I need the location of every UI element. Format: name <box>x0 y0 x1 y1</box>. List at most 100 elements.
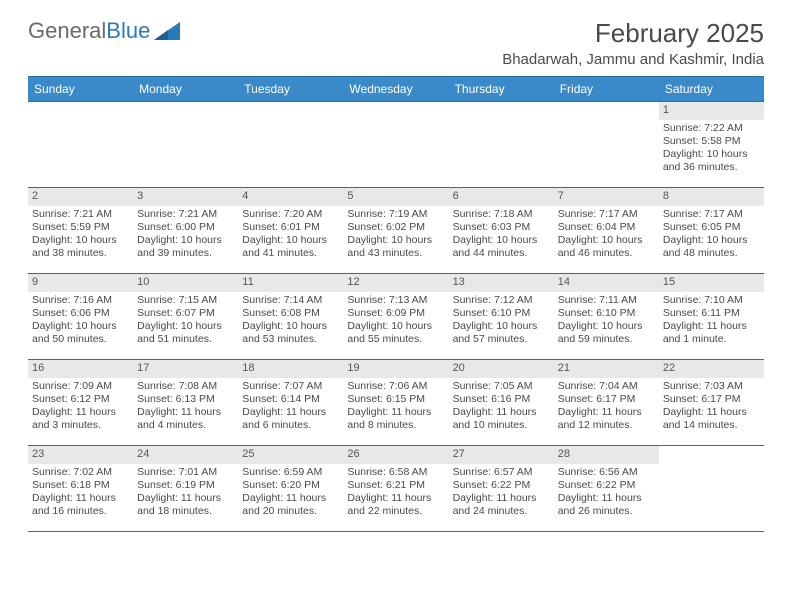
sunrise-text: Sunrise: 7:01 AM <box>137 466 234 479</box>
calendar-cell: 26Sunrise: 6:58 AMSunset: 6:21 PMDayligh… <box>343 446 448 532</box>
daylight-text: Daylight: 10 hours and 43 minutes. <box>347 234 444 260</box>
sunset-text: Sunset: 6:18 PM <box>32 479 129 492</box>
month-title: February 2025 <box>502 18 764 49</box>
calendar: Sunday Monday Tuesday Wednesday Thursday… <box>0 76 792 532</box>
day-number: 15 <box>659 274 764 292</box>
day-number: 5 <box>343 188 448 206</box>
day-number: 6 <box>449 188 554 206</box>
calendar-cell: 22Sunrise: 7:03 AMSunset: 6:17 PMDayligh… <box>659 360 764 446</box>
sunrise-text: Sunrise: 7:05 AM <box>453 380 550 393</box>
sunrise-text: Sunrise: 7:14 AM <box>242 294 339 307</box>
sunrise-text: Sunrise: 7:02 AM <box>32 466 129 479</box>
calendar-cell <box>238 102 343 188</box>
calendar-cell <box>659 446 764 532</box>
daylight-text: Daylight: 10 hours and 51 minutes. <box>137 320 234 346</box>
calendar-grid: 1Sunrise: 7:22 AMSunset: 5:58 PMDaylight… <box>28 102 764 532</box>
daylight-text: Daylight: 10 hours and 41 minutes. <box>242 234 339 260</box>
calendar-cell <box>554 102 659 188</box>
daylight-text: Daylight: 10 hours and 44 minutes. <box>453 234 550 260</box>
daylight-text: Daylight: 11 hours and 14 minutes. <box>663 406 760 432</box>
sunset-text: Sunset: 6:07 PM <box>137 307 234 320</box>
calendar-cell: 28Sunrise: 6:56 AMSunset: 6:22 PMDayligh… <box>554 446 659 532</box>
weekday-wednesday: Wednesday <box>343 77 448 101</box>
calendar-cell: 1Sunrise: 7:22 AMSunset: 5:58 PMDaylight… <box>659 102 764 188</box>
sunrise-text: Sunrise: 7:20 AM <box>242 208 339 221</box>
daylight-text: Daylight: 11 hours and 8 minutes. <box>347 406 444 432</box>
daylight-text: Daylight: 10 hours and 55 minutes. <box>347 320 444 346</box>
sunrise-text: Sunrise: 7:22 AM <box>663 122 760 135</box>
weekday-monday: Monday <box>133 77 238 101</box>
calendar-cell: 8Sunrise: 7:17 AMSunset: 6:05 PMDaylight… <box>659 188 764 274</box>
sunrise-text: Sunrise: 7:08 AM <box>137 380 234 393</box>
daylight-text: Daylight: 11 hours and 12 minutes. <box>558 406 655 432</box>
weekday-saturday: Saturday <box>659 77 764 101</box>
sunrise-text: Sunrise: 7:10 AM <box>663 294 760 307</box>
calendar-cell: 7Sunrise: 7:17 AMSunset: 6:04 PMDaylight… <box>554 188 659 274</box>
sunset-text: Sunset: 6:20 PM <box>242 479 339 492</box>
day-number: 9 <box>28 274 133 292</box>
day-number: 20 <box>449 360 554 378</box>
sunset-text: Sunset: 6:00 PM <box>137 221 234 234</box>
day-number: 8 <box>659 188 764 206</box>
day-number: 28 <box>554 446 659 464</box>
sunset-text: Sunset: 5:58 PM <box>663 135 760 148</box>
day-number: 26 <box>343 446 448 464</box>
day-number: 10 <box>133 274 238 292</box>
location-subtitle: Bhadarwah, Jammu and Kashmir, India <box>502 51 764 68</box>
sunset-text: Sunset: 6:17 PM <box>663 393 760 406</box>
day-number: 17 <box>133 360 238 378</box>
weekday-sunday: Sunday <box>28 77 133 101</box>
daylight-text: Daylight: 10 hours and 57 minutes. <box>453 320 550 346</box>
sunrise-text: Sunrise: 7:11 AM <box>558 294 655 307</box>
sunset-text: Sunset: 6:08 PM <box>242 307 339 320</box>
daylight-text: Daylight: 11 hours and 26 minutes. <box>558 492 655 518</box>
sunrise-text: Sunrise: 7:07 AM <box>242 380 339 393</box>
calendar-cell <box>343 102 448 188</box>
sunset-text: Sunset: 6:14 PM <box>242 393 339 406</box>
calendar-cell <box>449 102 554 188</box>
calendar-cell: 19Sunrise: 7:06 AMSunset: 6:15 PMDayligh… <box>343 360 448 446</box>
sunset-text: Sunset: 6:16 PM <box>453 393 550 406</box>
sunrise-text: Sunrise: 6:57 AM <box>453 466 550 479</box>
daylight-text: Daylight: 11 hours and 20 minutes. <box>242 492 339 518</box>
calendar-cell: 3Sunrise: 7:21 AMSunset: 6:00 PMDaylight… <box>133 188 238 274</box>
sunrise-text: Sunrise: 7:12 AM <box>453 294 550 307</box>
sunset-text: Sunset: 6:02 PM <box>347 221 444 234</box>
day-number: 27 <box>449 446 554 464</box>
sunset-text: Sunset: 6:12 PM <box>32 393 129 406</box>
day-number: 7 <box>554 188 659 206</box>
sunrise-text: Sunrise: 7:06 AM <box>347 380 444 393</box>
calendar-cell: 24Sunrise: 7:01 AMSunset: 6:19 PMDayligh… <box>133 446 238 532</box>
sunrise-text: Sunrise: 7:16 AM <box>32 294 129 307</box>
daylight-text: Daylight: 10 hours and 38 minutes. <box>32 234 129 260</box>
calendar-cell <box>133 102 238 188</box>
sunrise-text: Sunrise: 7:17 AM <box>663 208 760 221</box>
calendar-cell: 21Sunrise: 7:04 AMSunset: 6:17 PMDayligh… <box>554 360 659 446</box>
sunrise-text: Sunrise: 7:04 AM <box>558 380 655 393</box>
sunrise-text: Sunrise: 7:13 AM <box>347 294 444 307</box>
calendar-cell: 4Sunrise: 7:20 AMSunset: 6:01 PMDaylight… <box>238 188 343 274</box>
calendar-cell: 9Sunrise: 7:16 AMSunset: 6:06 PMDaylight… <box>28 274 133 360</box>
calendar-cell: 20Sunrise: 7:05 AMSunset: 6:16 PMDayligh… <box>449 360 554 446</box>
calendar-cell: 15Sunrise: 7:10 AMSunset: 6:11 PMDayligh… <box>659 274 764 360</box>
calendar-cell: 2Sunrise: 7:21 AMSunset: 5:59 PMDaylight… <box>28 188 133 274</box>
calendar-cell: 16Sunrise: 7:09 AMSunset: 6:12 PMDayligh… <box>28 360 133 446</box>
calendar-cell: 14Sunrise: 7:11 AMSunset: 6:10 PMDayligh… <box>554 274 659 360</box>
day-number: 14 <box>554 274 659 292</box>
sunset-text: Sunset: 6:03 PM <box>453 221 550 234</box>
logo: GeneralBlue <box>28 18 180 44</box>
sunset-text: Sunset: 6:06 PM <box>32 307 129 320</box>
calendar-cell: 12Sunrise: 7:13 AMSunset: 6:09 PMDayligh… <box>343 274 448 360</box>
sunrise-text: Sunrise: 7:17 AM <box>558 208 655 221</box>
logo-text-blue: Blue <box>106 18 150 43</box>
daylight-text: Daylight: 11 hours and 16 minutes. <box>32 492 129 518</box>
sunset-text: Sunset: 6:13 PM <box>137 393 234 406</box>
sunrise-text: Sunrise: 7:21 AM <box>137 208 234 221</box>
sunrise-text: Sunrise: 7:21 AM <box>32 208 129 221</box>
logo-text-general: General <box>28 18 106 43</box>
calendar-cell: 6Sunrise: 7:18 AMSunset: 6:03 PMDaylight… <box>449 188 554 274</box>
sunset-text: Sunset: 6:09 PM <box>347 307 444 320</box>
day-number: 2 <box>28 188 133 206</box>
weekday-tuesday: Tuesday <box>238 77 343 101</box>
day-number: 16 <box>28 360 133 378</box>
